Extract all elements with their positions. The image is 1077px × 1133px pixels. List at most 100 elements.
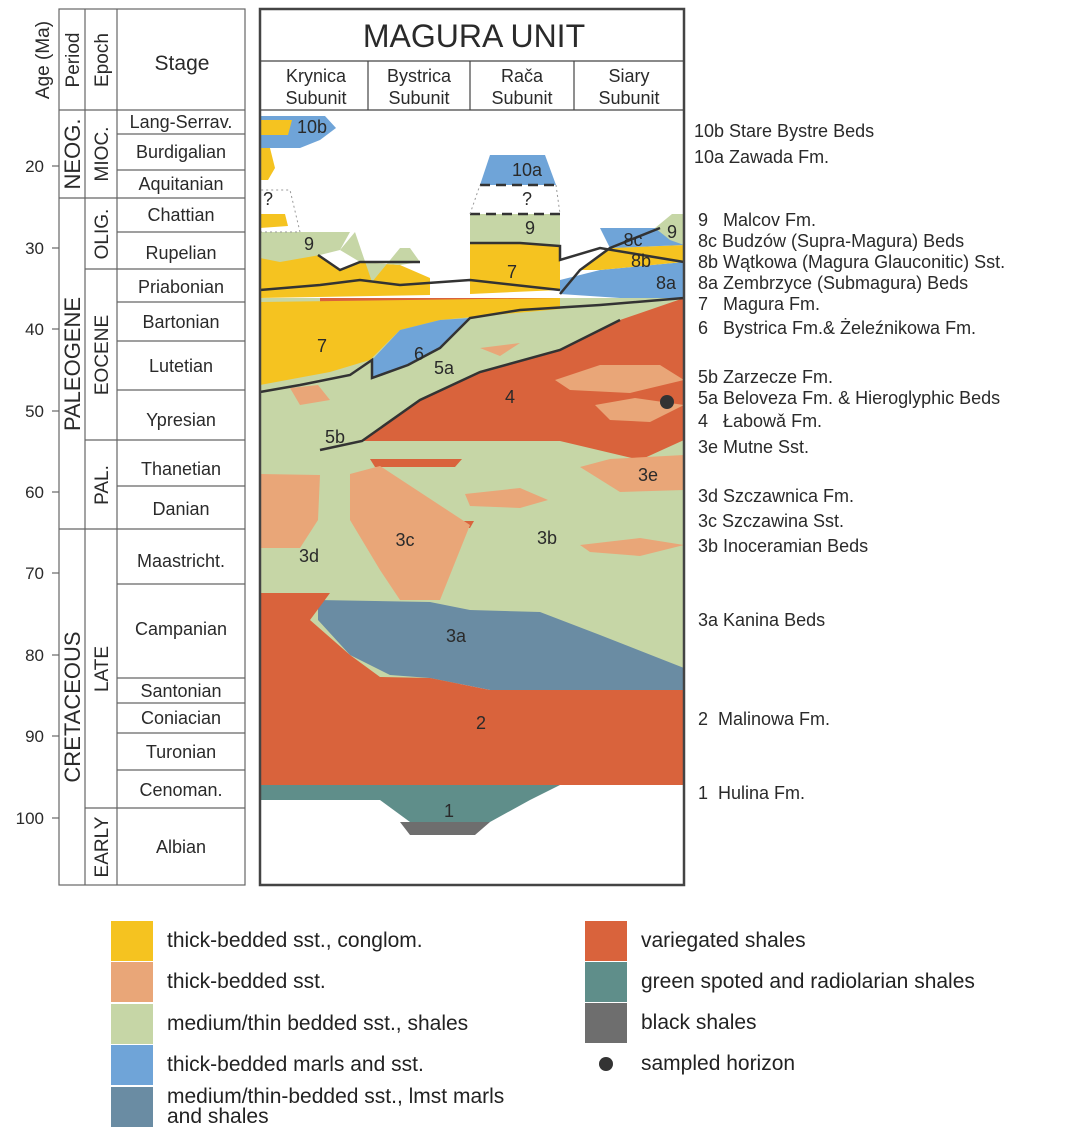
unit-3d-body <box>260 474 320 548</box>
formation-item: 9 Malcov Fm. <box>698 210 816 230</box>
age-tick: 70 <box>25 564 44 583</box>
formation-list: 10b Stare Bystre Beds 10a Zawada Fm. 9 M… <box>694 121 1005 803</box>
stage-label: Campanian <box>135 619 227 639</box>
unit-label: 1 <box>444 801 454 821</box>
stage-label: Coniacian <box>141 708 221 728</box>
unit-label: 8b <box>631 251 651 271</box>
subunit-bystrica-word: Subunit <box>388 88 449 108</box>
stage-label: Cenoman. <box>139 780 222 800</box>
subunit-siary: Siary <box>608 66 649 86</box>
unit-label: 3c <box>395 530 414 550</box>
epoch-eocene: EOCENE <box>92 315 113 395</box>
unit-label: 9 <box>525 218 535 238</box>
peach-lens <box>480 343 520 356</box>
green-spike <box>340 232 420 282</box>
unit-label: ? <box>263 189 273 209</box>
formation-item: 10a Zawada Fm. <box>694 147 829 167</box>
red-stripe-small <box>370 459 462 467</box>
stage-label: Aquitanian <box>138 174 223 194</box>
stage-label: Maastricht. <box>137 551 225 571</box>
period-cretaceous: CRETACEOUS <box>60 631 85 782</box>
subunit-raca-word: Subunit <box>491 88 552 108</box>
stage-label: Turonian <box>146 742 216 762</box>
unit-3a-body <box>318 600 684 690</box>
stage-label: Lutetian <box>149 356 213 376</box>
unit-label: 8a <box>656 273 677 293</box>
age-tick: 90 <box>25 727 44 746</box>
age-tick: 60 <box>25 483 44 502</box>
unit-4-body <box>362 298 684 460</box>
epoch-late: LATE <box>92 646 113 692</box>
subunit-headers: Krynica Subunit Bystrica Subunit Rača Su… <box>285 66 659 108</box>
unit-label: 3b <box>537 528 557 548</box>
unit-9-left-body <box>260 232 350 262</box>
period-neog: NEOG. <box>60 119 85 190</box>
unit-1-body <box>260 785 560 822</box>
formation-item: 3a Kanina Beds <box>698 610 825 630</box>
black-shales-body <box>400 822 490 835</box>
stage-label: Rupelian <box>145 243 216 263</box>
age-tick: 80 <box>25 646 44 665</box>
yellow-lens <box>260 148 275 180</box>
unit-label: ? <box>522 189 532 209</box>
unit-7-krynica-body <box>260 298 560 385</box>
unit-label: 7 <box>317 336 327 356</box>
epoch-pal: PAL. <box>92 465 113 505</box>
formation-item: 4 Łabowǎ Fm. <box>698 411 822 431</box>
unit-label: 9 <box>304 234 314 254</box>
stratigraphic-bodies <box>260 116 684 835</box>
unit-label: 10b <box>297 117 327 137</box>
stage-label: Burdigalian <box>136 142 226 162</box>
subunit-siary-word: Subunit <box>598 88 659 108</box>
formation-item: 5b Zarzecze Fm. <box>698 367 833 387</box>
epoch-mioc: MIOC. <box>92 127 113 182</box>
formation-item: 8c Budzów (Supra-Magura) Beds <box>698 231 964 251</box>
time-scale <box>58 8 246 886</box>
formation-item: 3e Mutne Sst. <box>698 437 809 457</box>
stage-label: Danian <box>152 499 209 519</box>
stage-label: Chattian <box>147 205 214 225</box>
stage-label: Lang-Serrav. <box>130 112 233 132</box>
peach-lens <box>580 538 684 556</box>
dotted-limits <box>260 184 561 233</box>
unit-label: 7 <box>507 262 517 282</box>
peach-lens <box>290 385 330 405</box>
peach-lens <box>555 365 684 393</box>
unit-9-siary-body <box>655 214 684 245</box>
formation-item: 3d Szczawnica Fm. <box>698 486 854 506</box>
unit-label: 3d <box>299 546 319 566</box>
stage-label: Thanetian <box>141 459 221 479</box>
period-paleogene: PALEOGENE <box>60 297 85 431</box>
panel-frame <box>258 7 686 887</box>
sampled-horizon-marker <box>660 395 674 409</box>
unit-label: 6 <box>414 344 424 364</box>
unit-10b-lower <box>260 140 320 148</box>
subunit-krynica: Krynica <box>286 66 347 86</box>
stage-label: Ypresian <box>146 410 216 430</box>
unit-label: 8c <box>623 230 642 250</box>
formation-item: 2 Malinowa Fm. <box>698 709 830 729</box>
dashed-hiatus <box>470 183 560 216</box>
stage-header: Stage <box>155 52 210 75</box>
age-tick: 30 <box>25 239 44 258</box>
yellow-lens <box>260 214 288 228</box>
unit-label: 4 <box>505 387 515 407</box>
stage-label: Santonian <box>140 681 221 701</box>
formation-item: 6 Bystrica Fm.& Żeleźnikowa Fm. <box>698 318 976 338</box>
period-header: Period <box>63 33 84 88</box>
unit-label: 3a <box>446 626 467 646</box>
stage-label: Priabonian <box>138 277 224 297</box>
subunit-krynica-word: Subunit <box>285 88 346 108</box>
unit-label: 5b <box>325 427 345 447</box>
epoch-header: Epoch <box>92 33 113 87</box>
unit-3c-body <box>350 466 470 600</box>
unit-2-body <box>260 593 684 785</box>
unit-label: 2 <box>476 713 486 733</box>
chart-title: MAGURA UNIT <box>363 18 585 54</box>
formation-item: 1 Hulina Fm. <box>698 783 805 803</box>
age-axis-label: Age (Ma) <box>33 21 54 99</box>
contact-lines <box>259 226 685 452</box>
age-tick: 100 <box>16 809 44 828</box>
unit-9-raca-body <box>470 214 560 246</box>
